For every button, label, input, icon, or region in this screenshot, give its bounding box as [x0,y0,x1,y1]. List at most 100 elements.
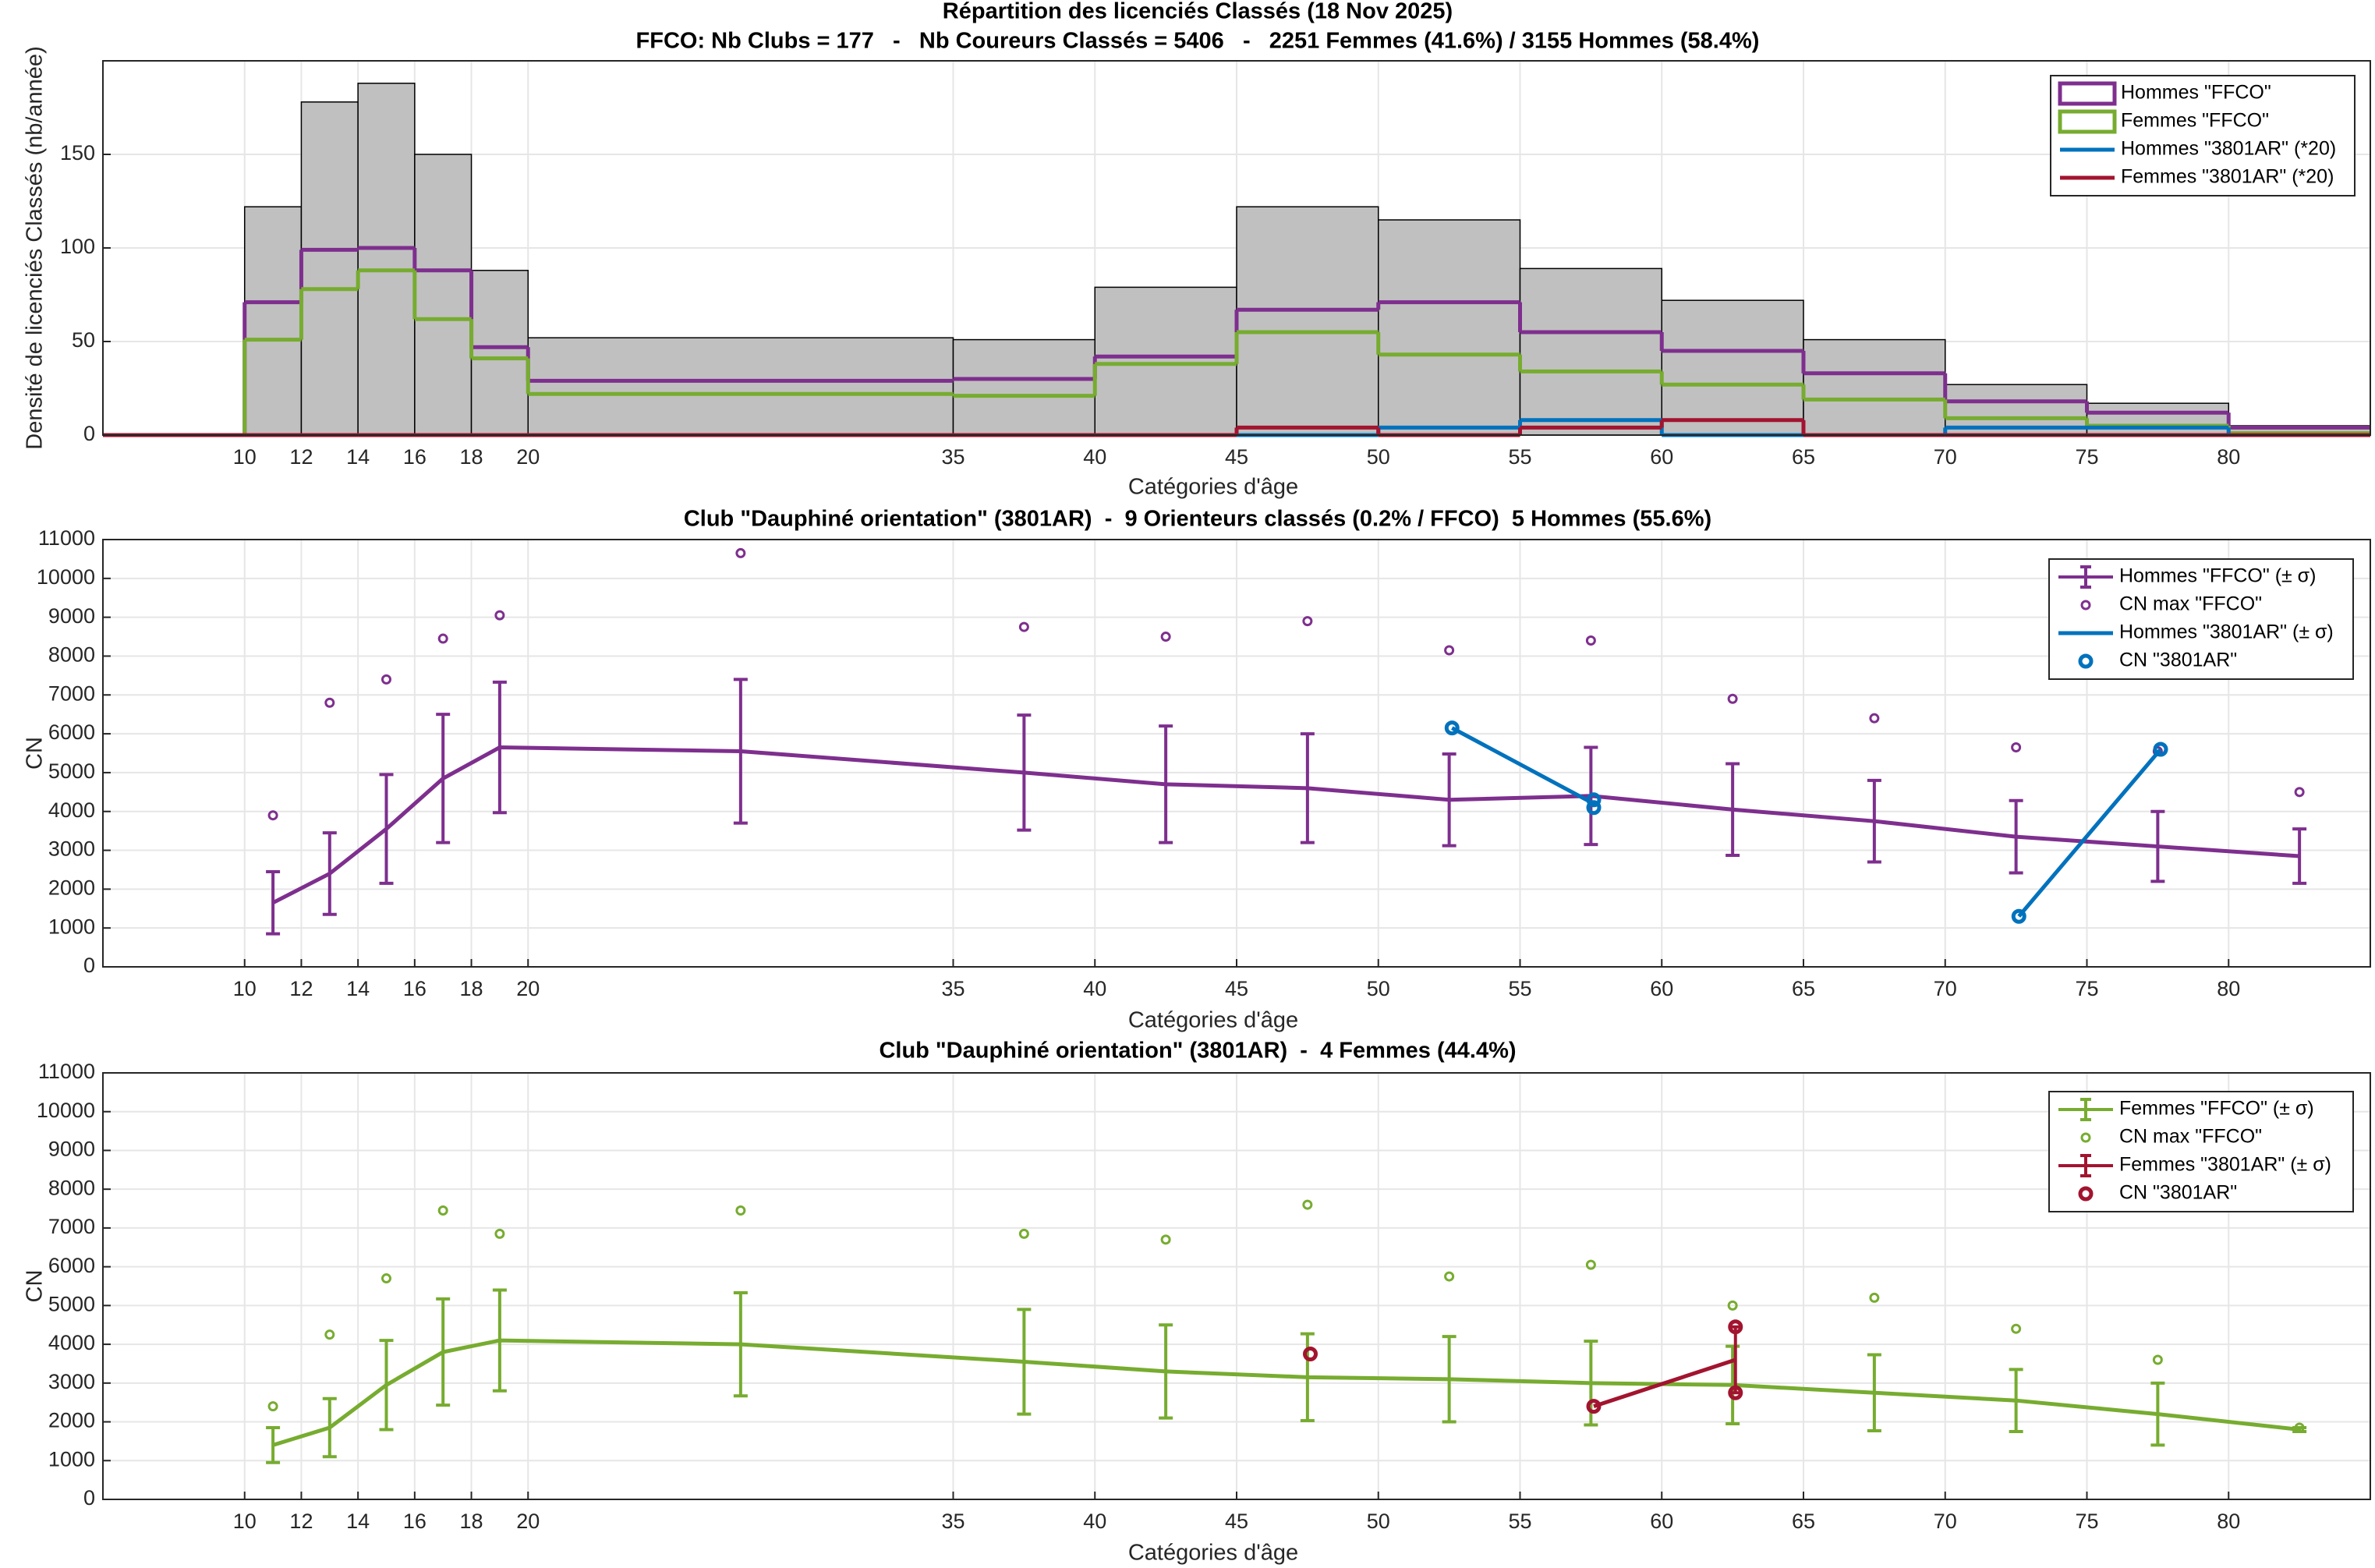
marker [1727,693,1738,704]
y-tick-label: 5000 [48,1292,95,1315]
error-bar [2292,827,2307,885]
series-line [1451,726,2162,918]
x-tick-label: 40 [1083,445,1106,469]
marker [267,810,278,821]
error-bar [1017,713,1032,832]
marker [494,610,505,621]
marker [2011,908,2026,924]
legend-icon [2058,109,2117,134]
x-tick-label: 18 [460,445,483,469]
legend-label: Hommes "FFCO" [2121,82,2271,104]
x-tick-label: 60 [1650,445,1673,469]
marker [735,1205,746,1216]
x-tick-label: 45 [1225,445,1248,469]
y-tick-label: 2000 [48,876,95,899]
legend-label: CN max "FFCO" [2119,593,2262,615]
y-tick-label: 4000 [48,1331,95,1354]
error-bar [1159,1323,1173,1420]
legend-icon [2058,1098,2113,1121]
x-tick-label: 50 [1367,445,1390,469]
series-line [1593,1357,1736,1409]
x-tick-label: 70 [1934,977,1957,1000]
error-bar [1159,724,1173,844]
legend-label: Hommes "FFCO" (± σ) [2119,565,2316,587]
bar [1803,338,1946,436]
x-tick-label: 12 [289,1510,313,1533]
x-tick-label: 16 [403,977,427,1000]
marker [1302,616,1313,627]
error-bar [733,678,748,825]
x-tick-label: 14 [346,445,370,469]
bar [1661,299,1804,436]
legend-icon [2080,600,2091,611]
error-bar [1442,1335,1457,1424]
x-tick-label: 50 [1367,1510,1390,1533]
y-tick-label: 7000 [48,681,95,705]
legend-label: CN "3801AR" [2119,1182,2237,1204]
legend-label: Hommes "3801AR" (*20) [2121,138,2336,160]
error-bar [436,713,451,844]
legend-icon [2080,1132,2091,1143]
y-tick-label: 9000 [48,1138,95,1161]
marker [1302,1199,1313,1210]
y-tick-label: 8000 [48,643,95,667]
marker [1869,713,1880,724]
y-tick-label: 0 [83,954,95,977]
legend-label: CN "3801AR" [2119,649,2237,671]
legend-icon [2058,1154,2113,1177]
marker [1585,635,1596,646]
x-tick-label: 40 [1083,977,1106,1000]
error-bar [266,869,281,936]
bar [470,270,529,436]
error-bar [2009,1368,2023,1433]
y-tick-label: 5000 [48,759,95,783]
y-tick-label: 8000 [48,1176,95,1199]
y-tick-label: 3000 [48,1370,95,1393]
legend-icon [2058,81,2117,106]
y-axis-label: CN [23,737,48,770]
legend-box [2050,75,2356,196]
error-bar [1017,1308,1032,1416]
x-tick-label: 20 [516,977,540,1000]
bar [1094,286,1237,436]
x-tick-label: 70 [1934,445,1957,469]
axes-box [102,60,2371,436]
series-line [272,1338,2300,1447]
marker [2153,742,2168,757]
x-tick-label: 35 [941,1510,965,1533]
marker [494,1228,505,1239]
bar [1378,219,1521,436]
x-tick-label: 55 [1508,1510,1531,1533]
x-tick-label: 12 [289,445,313,469]
marker [2294,1422,2305,1433]
y-tick-label: 10000 [37,1099,95,1122]
y-tick-label: 0 [83,1486,95,1510]
x-axis-label: Catégories d'âge [1128,1008,1298,1033]
x-tick-label: 80 [2217,977,2240,1000]
x-tick-label: 14 [346,977,370,1000]
marker [1444,645,1455,656]
x-tick-label: 16 [403,1510,427,1533]
bar [414,154,473,436]
bar [1519,267,1662,436]
x-tick-label: 10 [233,977,257,1000]
y-axis-label: CN [23,1270,48,1303]
x-tick-label: 55 [1508,445,1531,469]
error-bar [492,680,507,815]
marker [1728,1385,1743,1400]
bar [2086,402,2229,436]
marker [2152,1354,2163,1365]
marker [1303,1347,1318,1362]
legend-icon [2078,1186,2094,1202]
x-tick-label: 16 [403,445,427,469]
marker [324,697,335,708]
x-tick-label: 40 [1083,1510,1106,1533]
marker [1586,792,1602,808]
marker [1160,632,1171,642]
x-tick-label: 80 [2217,1510,2240,1533]
marker [1586,1399,1602,1414]
x-tick-label: 14 [346,1510,370,1533]
error-bar [492,1288,507,1393]
marker [1160,1234,1171,1245]
legend-icon [2058,565,2113,589]
